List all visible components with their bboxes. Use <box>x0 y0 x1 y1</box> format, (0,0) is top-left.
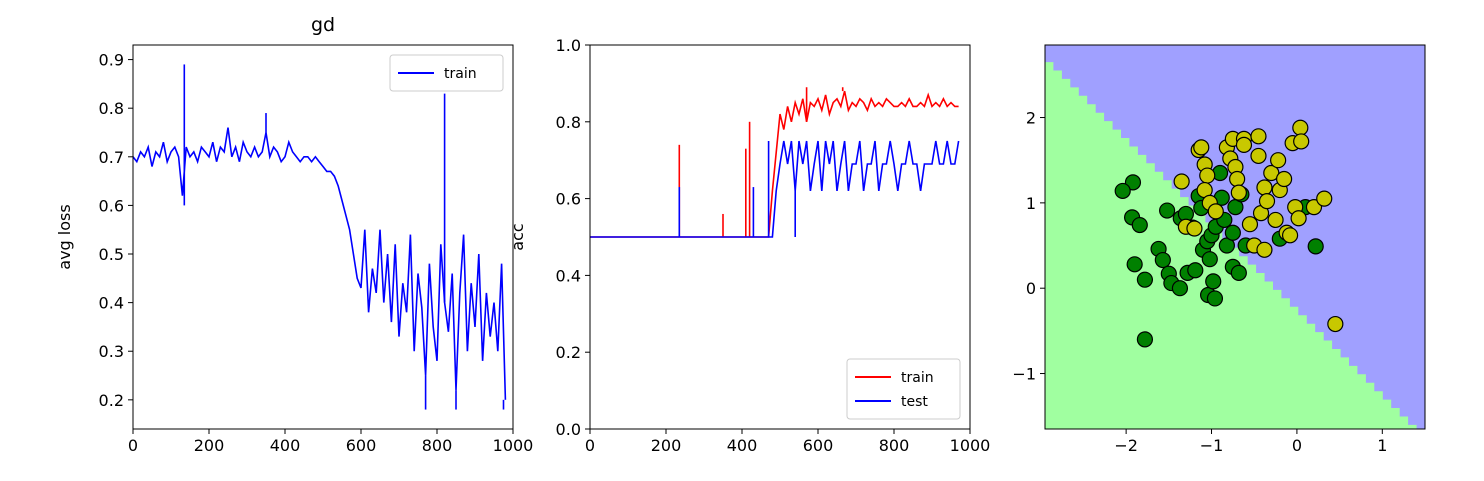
chart-2: 0 200 400 600 800 1000 0.0 0.2 0.4 0.6 0.8 1.0 acc tr… <box>508 36 990 455</box>
legend-label: train <box>901 370 934 386</box>
class1-point <box>1256 179 1273 196</box>
class1-point <box>1250 128 1267 145</box>
x-tick-label: 200 <box>651 436 682 455</box>
class0-point <box>1136 331 1154 348</box>
class0-point <box>1136 271 1154 288</box>
class1-point <box>1267 211 1284 229</box>
x-tick-label: 0 <box>1292 436 1302 455</box>
y-tick-label: 0.5 <box>99 245 124 264</box>
class1-point <box>1281 227 1299 244</box>
chart-1: 0 200 400 600 800 1000 0.2 0.3 0.4 0.5 0.6 0.7 0.8 0.… <box>55 14 533 455</box>
x-tick-label: 1000 <box>950 436 991 455</box>
x-tick-label: 400 <box>270 436 301 455</box>
class0-point <box>1224 224 1241 241</box>
x-tick-label: 600 <box>346 436 377 455</box>
x-tick-label: 400 <box>727 436 758 455</box>
y-tick-label: 0.3 <box>99 342 124 361</box>
y-axis-label: avg loss <box>55 204 74 269</box>
axes-frame <box>132 44 514 430</box>
x-tick-label: 200 <box>194 436 225 455</box>
legend: train test <box>846 358 961 420</box>
class1-point <box>1270 152 1287 169</box>
y-axis-label: acc <box>508 223 527 250</box>
class0-point <box>1205 273 1222 290</box>
class1-point <box>1250 147 1267 165</box>
class0-point <box>1154 251 1171 269</box>
legend: train <box>389 54 504 92</box>
class0-point <box>1171 280 1189 297</box>
y-tick-label: 0.0 <box>556 420 581 439</box>
class0-point <box>1131 216 1148 234</box>
series-line-test <box>590 140 960 238</box>
y-tick-label: 0 <box>1026 279 1036 298</box>
class1-point <box>1229 170 1246 188</box>
class1-point <box>1241 216 1259 233</box>
class0-point <box>1230 264 1247 281</box>
class1-point <box>1256 241 1273 258</box>
class0-point <box>1307 238 1324 255</box>
legend-label: train <box>444 66 477 82</box>
y-tick-label: −1 <box>1012 365 1036 384</box>
class0-point <box>1187 262 1204 279</box>
y-tick-label: 2 <box>1026 109 1036 128</box>
y-tick-label: 0.7 <box>99 148 124 167</box>
series-line-train <box>133 127 507 400</box>
x-tick-label: 600 <box>803 436 834 455</box>
y-tick-label: 0.4 <box>99 294 124 313</box>
class0-point <box>1114 182 1131 200</box>
class1-point <box>1186 220 1203 237</box>
x-tick-label: 0 <box>128 436 138 455</box>
legend-box <box>846 358 961 420</box>
axes-frame <box>1044 44 1426 430</box>
y-tick-label: 0.6 <box>99 196 124 215</box>
plot-area <box>590 87 960 238</box>
y-tick-label: 1.0 <box>556 36 581 55</box>
chart-3: −2 −1 0 1 −1 0 1 2 <box>1012 44 1426 455</box>
legend-label: test <box>901 394 928 410</box>
class1-point <box>1193 139 1210 156</box>
legend-box <box>389 54 504 92</box>
x-tick-label: 1 <box>1377 436 1387 455</box>
class1-point <box>1258 193 1276 210</box>
plot-area <box>133 64 507 410</box>
class1-point <box>1207 203 1224 220</box>
class1-point <box>1173 173 1190 190</box>
plot-area <box>1045 45 1425 429</box>
y-tick-label: 0.8 <box>99 99 124 118</box>
y-tick-label: 0.8 <box>556 113 581 132</box>
class1-point <box>1230 184 1247 201</box>
x-tick-label: 1000 <box>493 436 534 455</box>
class0-point <box>1126 256 1143 273</box>
class1-point <box>1316 190 1333 207</box>
y-tick-label: 0.9 <box>99 51 124 70</box>
chart-title: gd <box>311 14 335 36</box>
axes-frame <box>589 44 971 430</box>
class0-point <box>1206 290 1224 307</box>
class1-point <box>1292 119 1309 136</box>
class1-point <box>1235 136 1253 153</box>
y-tick-label: 0.2 <box>556 343 581 362</box>
y-tick-label: 0.6 <box>556 190 581 209</box>
class1-point <box>1290 210 1307 227</box>
class1-point <box>1199 167 1216 184</box>
class0-point <box>1159 202 1176 219</box>
x-tick-label: −1 <box>1200 436 1224 455</box>
class0-point <box>1201 251 1218 268</box>
class1-point <box>1293 133 1310 150</box>
x-tick-label: 800 <box>422 436 453 455</box>
x-tick-label: −2 <box>1114 436 1138 455</box>
y-tick-label: 0.2 <box>99 391 124 410</box>
class1-point <box>1276 170 1293 188</box>
x-tick-label: 0 <box>585 436 595 455</box>
y-tick-label: 0.4 <box>556 266 581 285</box>
class1-point <box>1327 315 1344 333</box>
x-tick-label: 800 <box>879 436 910 455</box>
y-tick-label: 1 <box>1026 194 1036 213</box>
